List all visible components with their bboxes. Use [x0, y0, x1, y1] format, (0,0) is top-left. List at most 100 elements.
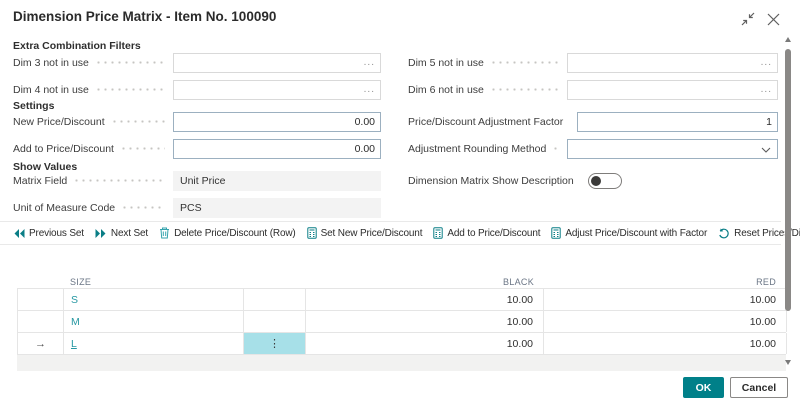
black-price-cell[interactable]: 10.00 — [306, 311, 544, 332]
trash-icon — [159, 227, 170, 239]
field-row-dim5: Dim 5 not in use ... — [408, 52, 778, 73]
size-cell: S — [64, 289, 244, 310]
dim5-assist-button[interactable]: ... — [760, 57, 772, 68]
dim6-assist-button[interactable]: ... — [760, 84, 772, 95]
show-description-toggle[interactable] — [587, 172, 622, 189]
add-to-price-input[interactable] — [173, 138, 381, 159]
delete-price-discount-button[interactable]: Delete Price/Discount (Row) — [159, 227, 296, 239]
adjust-price-discount-with-factor-button[interactable]: Adjust Price/Discount with Factor — [551, 227, 707, 239]
uom-label: Unit of Measure Code — [13, 201, 116, 214]
cancel-button[interactable]: Cancel — [730, 377, 788, 398]
dim6-label: Dim 6 not in use — [408, 83, 484, 96]
previous-set-icon — [13, 228, 25, 239]
rounding-method-label: Adjustment Rounding Method — [408, 142, 547, 155]
matrix-field-value: Unit Price — [173, 170, 381, 191]
uom-value: PCS — [173, 197, 381, 218]
page-title: Dimension Price Matrix - Item No. 100090 — [13, 9, 277, 24]
size-cell: L — [64, 333, 244, 354]
field-row-adjustment-factor: Price/Discount Adjustment Factor — [408, 111, 778, 132]
size-link[interactable]: L — [71, 337, 77, 350]
chevron-down-icon — [761, 147, 771, 153]
dim4-assist-button[interactable]: ... — [363, 84, 375, 95]
collapse-window-button[interactable] — [739, 10, 757, 28]
focused-cell-menu[interactable]: ⋮ — [244, 333, 306, 354]
dotted-leader — [489, 79, 559, 100]
rounding-method-select[interactable] — [567, 138, 778, 159]
field-row-dim4: Dim 4 not in use ... — [13, 79, 381, 100]
dim3-assist-button[interactable]: ... — [363, 57, 375, 68]
price-matrix-table: S 10.00 10.00 M 10.00 10.00 → L ⋮ 10.00 … — [17, 288, 787, 355]
close-icon — [767, 13, 780, 26]
dim5-label: Dim 5 not in use — [408, 56, 484, 69]
dotted-leader — [121, 197, 165, 218]
current-row-indicator: → — [18, 333, 64, 354]
field-row-add-to-price: Add to Price/Discount — [13, 138, 381, 159]
matrix-action-toolbar: Previous Set Next Set Delete Price/Disco… — [0, 221, 800, 245]
undo-icon — [718, 228, 730, 239]
close-button[interactable] — [764, 10, 782, 28]
dim4-label: Dim 4 not in use — [13, 83, 89, 96]
section-heading-show-values: Show Values — [13, 161, 78, 173]
size-link[interactable]: M — [71, 315, 80, 328]
adjustment-factor-input[interactable] — [577, 111, 778, 132]
new-price-label: New Price/Discount — [13, 115, 105, 128]
size-link[interactable]: S — [71, 293, 79, 306]
add-to-price-label: Add to Price/Discount — [13, 142, 114, 155]
column-header-black: BLACK — [502, 277, 534, 287]
dim3-filter-input[interactable]: ... — [173, 52, 381, 73]
dotted-leader — [110, 111, 165, 132]
scrollbar-up-arrow[interactable] — [785, 37, 791, 42]
toggle-knob — [590, 175, 601, 186]
dotted-leader — [94, 79, 165, 100]
row-selector-cell[interactable] — [18, 289, 64, 310]
section-heading-extra-combination-filters: Extra Combination Filters — [13, 40, 141, 52]
add-to-price-discount-button[interactable]: Add to Price/Discount — [433, 227, 541, 239]
dim4-filter-input[interactable]: ... — [173, 79, 381, 100]
table-row-current: → L ⋮ 10.00 10.00 — [18, 333, 787, 355]
size-cell: M — [64, 311, 244, 332]
collapse-icon — [741, 12, 755, 26]
red-price-cell[interactable]: 10.00 — [544, 289, 787, 310]
field-row-dim6: Dim 6 not in use ... — [408, 79, 778, 100]
scrollbar-down-arrow[interactable] — [785, 360, 791, 365]
calculator-icon — [306, 227, 317, 239]
field-row-dim3: Dim 3 not in use ... — [13, 52, 381, 73]
calculator-icon — [551, 227, 562, 239]
new-price-input[interactable] — [173, 111, 381, 132]
description-cell[interactable] — [244, 311, 306, 332]
previous-set-button[interactable]: Previous Set — [13, 228, 84, 239]
field-row-new-price: New Price/Discount — [13, 111, 381, 132]
table-row: S 10.00 10.00 — [18, 289, 787, 311]
ok-button[interactable]: OK — [683, 377, 724, 398]
dotted-leader — [119, 138, 165, 159]
set-new-price-discount-button[interactable]: Set New Price/Discount — [306, 227, 423, 239]
next-set-icon — [95, 228, 107, 239]
row-selector-cell[interactable] — [18, 311, 64, 332]
dotted-leader — [489, 52, 559, 73]
field-row-show-description: Dimension Matrix Show Description — [408, 170, 778, 191]
dotted-leader — [73, 170, 165, 191]
black-price-cell[interactable]: 10.00 — [306, 289, 544, 310]
field-row-rounding-method: Adjustment Rounding Method — [408, 138, 778, 159]
matrix-field-label: Matrix Field — [13, 174, 68, 187]
red-price-cell[interactable]: 10.00 — [544, 311, 787, 332]
column-header-red: RED — [756, 277, 776, 287]
dim5-filter-input[interactable]: ... — [567, 52, 778, 73]
section-heading-settings: Settings — [13, 100, 55, 112]
reset-prices-discounts-button[interactable]: Reset Prices/Discounts — [718, 228, 800, 239]
dim3-label: Dim 3 not in use — [13, 56, 89, 69]
table-footer-band — [17, 355, 786, 371]
dim6-filter-input[interactable]: ... — [567, 79, 778, 100]
show-description-label: Dimension Matrix Show Description — [408, 174, 574, 187]
description-cell[interactable] — [244, 289, 306, 310]
adjustment-factor-label: Price/Discount Adjustment Factor — [408, 115, 564, 128]
field-row-matrix-field: Matrix Field Unit Price — [13, 170, 381, 191]
calculator-icon — [433, 227, 444, 239]
scrollbar-thumb[interactable] — [785, 49, 791, 311]
dotted-leader — [552, 138, 559, 159]
red-price-cell[interactable]: 10.00 — [544, 333, 787, 354]
column-header-size: SIZE — [70, 277, 92, 287]
black-price-cell[interactable]: 10.00 — [306, 333, 544, 354]
next-set-button[interactable]: Next Set — [95, 228, 148, 239]
